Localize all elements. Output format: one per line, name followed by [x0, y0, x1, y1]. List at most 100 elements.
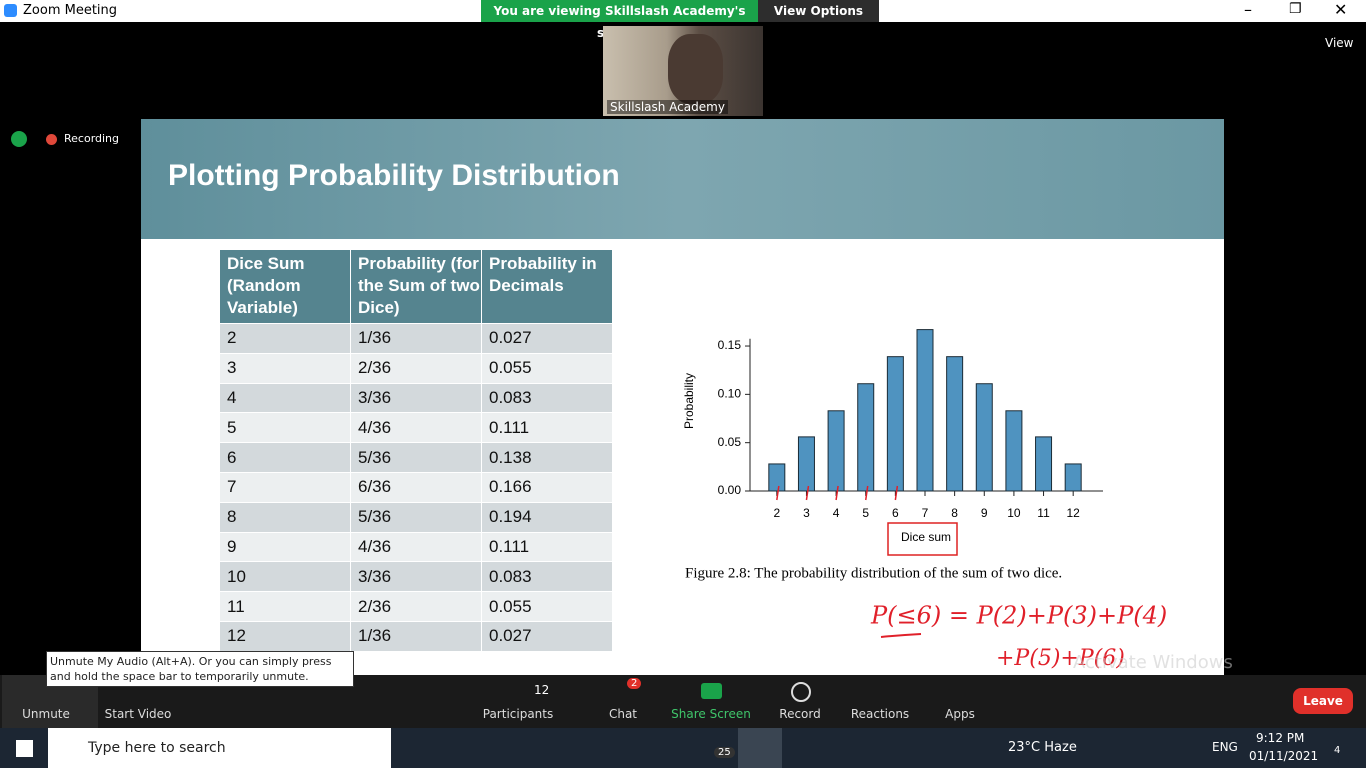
- bar: [1064, 463, 1082, 492]
- x-tick-label: 10: [1007, 506, 1021, 520]
- figure-caption: Figure 2.8: The probability distribution…: [685, 565, 1062, 581]
- recording-label: Recording: [64, 132, 120, 145]
- table-cell: 0.055: [481, 352, 613, 384]
- table-row: 6 5/36 0.138: [219, 442, 613, 473]
- annotation: +P(5)+P(6): [996, 646, 1125, 671]
- slide-header: [141, 119, 1224, 239]
- share-banner: You are viewing Skillslash Academy's scr…: [481, 0, 758, 40]
- bar: [886, 356, 904, 492]
- watermark-title: Activate Windows: [1073, 652, 1233, 673]
- x-tick-label: 4: [833, 506, 840, 520]
- participants-button[interactable]: Participants: [482, 707, 554, 721]
- table-cell: 2/36: [350, 352, 482, 384]
- table-cell: 4: [219, 382, 351, 414]
- zoom-taskbar-icon[interactable]: [738, 728, 782, 768]
- bar: [975, 383, 993, 492]
- search-placeholder: Type here to search: [88, 740, 226, 756]
- x-tick-label: 11: [1037, 506, 1050, 520]
- leave-button[interactable]: Leave: [1293, 688, 1353, 714]
- search-box[interactable]: Type here to search: [48, 728, 391, 768]
- header-cell: Dice Sum (Random Variable): [219, 249, 351, 324]
- annotation-mark: [776, 485, 780, 501]
- slide-title: Plotting Probability Distribution: [168, 159, 620, 192]
- table-row: 2 1/36 0.027: [219, 323, 613, 354]
- table-cell: 12: [219, 620, 351, 652]
- table-cell: 6: [219, 442, 351, 473]
- table-cell: 0.111: [481, 412, 613, 444]
- table-row: 5 4/36 0.111: [219, 412, 613, 444]
- table-cell: 3: [219, 352, 351, 384]
- participants-count: 12: [534, 683, 550, 697]
- y-tick-label: 0.15: [718, 338, 742, 352]
- restore[interactable]: ❐: [1289, 1, 1302, 17]
- table-cell: 0.138: [481, 442, 613, 473]
- x-tick-label: 12: [1067, 506, 1081, 520]
- view-button[interactable]: View: [1325, 36, 1354, 50]
- share-screen-button[interactable]: Share Screen: [671, 707, 751, 721]
- bar: [916, 329, 934, 492]
- video-button[interactable]: Start Video: [104, 707, 172, 721]
- person: [668, 34, 723, 104]
- highlight-box: [887, 522, 958, 556]
- clock-time: 9:12 PM: [1256, 731, 1305, 745]
- apps-button[interactable]: Apps: [945, 707, 975, 721]
- table-row: 7 6/36 0.166: [219, 471, 613, 503]
- table-cell: 3/36: [350, 561, 482, 593]
- table-cell: 0.111: [481, 531, 613, 563]
- table-cell: 0.027: [481, 323, 613, 354]
- y-axis-label: Probability: [682, 373, 696, 429]
- bar: [946, 356, 964, 492]
- start-button[interactable]: [16, 740, 33, 757]
- table-cell: 0.083: [481, 561, 613, 593]
- table-row: 10 3/36 0.083: [219, 561, 613, 593]
- x-axis-label: Dice sum: [901, 530, 951, 544]
- participant-name: Skillslash Academy: [607, 100, 728, 114]
- notification-count: 4: [1334, 745, 1341, 756]
- annotation-mark: [835, 485, 839, 501]
- chat-button[interactable]: Chat: [608, 707, 638, 721]
- record-icon: [791, 682, 811, 702]
- minimize[interactable]: –: [1244, 0, 1252, 19]
- y-tick-label: 0.00: [718, 483, 742, 497]
- zoom-icon: [4, 4, 17, 17]
- clock-date: 01/11/2021: [1249, 749, 1319, 763]
- table-row: 11 2/36 0.055: [219, 591, 613, 622]
- video-thumbnail: Skillslash Academy: [603, 26, 763, 116]
- close[interactable]: ✕: [1334, 0, 1348, 19]
- record-button[interactable]: Record: [779, 707, 821, 721]
- table-cell: 11: [219, 591, 351, 622]
- table-cell: 2/36: [350, 591, 482, 622]
- bar: [768, 463, 786, 492]
- reactions-button[interactable]: Reactions: [850, 707, 910, 721]
- table-cell: 0.055: [481, 591, 613, 622]
- table-cell: 2: [219, 323, 351, 354]
- table-cell: 5/36: [350, 442, 482, 473]
- table-cell: 1/36: [350, 620, 482, 652]
- annotation-mark: [894, 485, 899, 501]
- annotation-mark: [805, 485, 810, 501]
- bar-chart: Probability Dice sum Figure 2.8: The pro…: [682, 329, 1167, 671]
- view-options[interactable]: View Options: [758, 0, 879, 22]
- x-tick-label: 7: [922, 506, 929, 520]
- table-cell: 3/36: [350, 382, 482, 414]
- bar: [857, 383, 875, 492]
- unmute-button[interactable]: Unmute: [22, 707, 70, 721]
- table-row: 4 3/36 0.083: [219, 382, 613, 414]
- table-row: 12 1/36 0.027: [219, 620, 613, 652]
- table-row: 3 2/36 0.055: [219, 352, 613, 384]
- table-cell: 1/36: [350, 323, 482, 354]
- window-title: Zoom Meeting: [23, 3, 118, 18]
- table-cell: 5/36: [350, 501, 482, 533]
- y-tick-label: 0.05: [718, 435, 742, 449]
- x-tick-label: 3: [803, 506, 810, 520]
- recording-dot: [46, 134, 57, 145]
- language: ENG: [1212, 740, 1238, 754]
- table-cell: 8: [219, 501, 351, 533]
- bar: [827, 410, 845, 492]
- slide: Plotting Probability Distribution Dice S…: [141, 119, 1224, 675]
- table-cell: 9: [219, 531, 351, 563]
- table-cell: 0.166: [481, 471, 613, 503]
- x-tick-label: 2: [773, 506, 780, 520]
- taskbar: Type here to search 25 23°C Haze ENG 9:1…: [0, 728, 1366, 768]
- table-header: Dice Sum (Random Variable) Probability (f…: [219, 249, 613, 324]
